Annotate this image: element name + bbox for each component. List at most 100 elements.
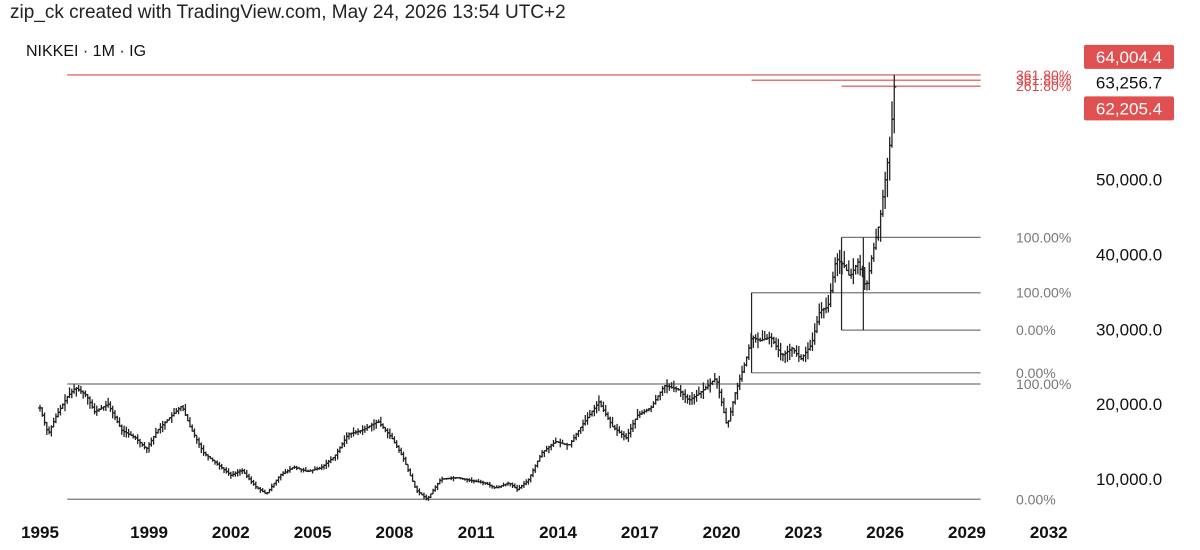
- x-tick-label-8: 2020: [703, 523, 741, 542]
- ohlc-bar: [733, 392, 738, 405]
- ohlc-bar: [147, 442, 152, 453]
- ohlc-bar: [712, 372, 717, 383]
- ohlc-bar: [810, 332, 815, 352]
- ohlc-bar: [835, 253, 840, 277]
- y-tick-label-2: 30,000.0: [1096, 320, 1162, 339]
- ohlc-bar: [415, 485, 420, 494]
- ohlc-bar: [855, 258, 860, 275]
- ohlc-bar: [531, 468, 536, 478]
- ohlc-bar: [630, 419, 635, 433]
- ohlc-bar: [828, 283, 833, 308]
- ohlc-bar: [117, 417, 122, 427]
- ohlc-bar: [774, 337, 779, 351]
- ohlc-bar: [785, 345, 790, 362]
- ohlc-bar: [249, 476, 254, 485]
- ohlc-bar: [44, 421, 49, 435]
- ohlc-bar: [692, 393, 697, 405]
- ohlc-bar: [199, 442, 204, 454]
- ohlc-bar: [705, 379, 710, 390]
- ohlc-bar: [746, 344, 751, 360]
- ohlc-bar: [78, 385, 83, 394]
- ohlc-bar: [735, 382, 740, 400]
- x-tick-label-0: 1995: [21, 523, 59, 542]
- x-tick-label-10: 2026: [866, 523, 904, 542]
- ohlc-bar: [740, 365, 745, 382]
- price-tag-label-1: 63,256.7: [1096, 74, 1162, 93]
- ohlc-bar: [867, 262, 872, 291]
- ohlc-bar: [542, 449, 547, 458]
- ohlc-bar: [42, 412, 47, 426]
- y-tick-label-0: 10,000.0: [1096, 470, 1162, 489]
- ohlc-bar: [369, 422, 374, 432]
- fib-label-3: 0.00%: [1016, 365, 1056, 381]
- ohlc-bar: [651, 401, 656, 408]
- ohlc-bar: [553, 437, 558, 444]
- ohlc-bar: [592, 404, 597, 417]
- ohlc-bar: [680, 390, 685, 401]
- fib-label-7: 100.00%: [1016, 229, 1071, 245]
- ohlc-bar: [885, 157, 890, 198]
- symbol-label: NIKKEI · 1M · IG: [26, 43, 146, 60]
- x-tick-label-11: 2029: [948, 523, 986, 542]
- ohlc-bar: [737, 374, 742, 391]
- y-axis: 10,000.0 20,000.0 30,000.0 40,000.0 50,000.0: [1096, 171, 1162, 489]
- ohlc-bar: [765, 334, 770, 341]
- price-tag-label-0: 64,004.4: [1096, 48, 1162, 67]
- fib-label-2: 361.80%: [1016, 67, 1071, 83]
- candle-layer: [38, 74, 897, 501]
- ohlc-bar: [51, 417, 56, 428]
- ohlc-bar: [158, 423, 163, 434]
- ohlc-bar: [181, 405, 186, 412]
- ohlc-bar: [426, 495, 431, 501]
- price-tags: 64,004.4 63,256.7 62,205.4: [1084, 44, 1174, 121]
- ohlc-bar: [197, 437, 202, 448]
- ohlc-bar: [694, 389, 699, 402]
- ohlc-bar: [610, 416, 615, 428]
- ohlc-bar: [340, 442, 345, 449]
- ohlc-bar: [233, 471, 238, 477]
- ohlc-bar: [403, 456, 408, 466]
- ohlc-bar: [119, 424, 124, 435]
- ohlc-bar: [108, 401, 113, 412]
- ohlc-bar: [237, 468, 242, 476]
- ohlc-bar: [817, 303, 822, 326]
- ohlc-bar: [719, 388, 724, 407]
- ohlc-bar: [206, 454, 211, 461]
- ohlc-bar: [849, 268, 854, 279]
- x-tick-label-7: 2017: [621, 523, 659, 542]
- ohlc-bar: [47, 426, 52, 435]
- ohlc-bar: [53, 413, 58, 424]
- ohlc-bar: [578, 426, 583, 434]
- ohlc-bar: [76, 385, 81, 392]
- ohlc-bar: [210, 457, 215, 462]
- ohlc-bar: [142, 442, 147, 450]
- ohlc-bar: [833, 257, 838, 283]
- ohlc-bar: [324, 459, 329, 470]
- ohlc-bar: [487, 481, 492, 488]
- fib-layer: 0.00%100.00%361.80%0.00%100.00%361.80%0.…: [67, 67, 1071, 507]
- ohlc-bar: [203, 451, 208, 457]
- ohlc-bar: [149, 437, 154, 447]
- x-axis: 1995 1999 2002 2005 2008 2011 2014 2017 2020 2023…: [21, 523, 1068, 542]
- ohlc-bar: [776, 338, 781, 358]
- ohlc-bar: [135, 434, 140, 445]
- ohlc-bar: [192, 428, 197, 438]
- fib-label-0: 0.00%: [1016, 491, 1056, 507]
- ohlc-bar: [749, 333, 754, 349]
- ohlc-bar: [892, 74, 897, 134]
- ohlc-bar: [771, 336, 776, 345]
- ohlc-bar: [85, 393, 90, 405]
- ohlc-bar: [540, 450, 545, 458]
- fib-label-4: 100.00%: [1016, 285, 1071, 301]
- ohlc-bar: [67, 387, 72, 399]
- ohlc-bar: [176, 407, 181, 415]
- ohlc-bar: [417, 488, 422, 496]
- ohlc-bar: [437, 478, 442, 485]
- ohlc-bar: [660, 386, 665, 397]
- ohlc-bar: [565, 442, 570, 450]
- fib-label-1: 100.00%: [1016, 376, 1071, 392]
- ohlc-bar: [124, 426, 129, 438]
- ohlc-bar: [717, 375, 722, 399]
- ohlc-bar: [594, 401, 599, 414]
